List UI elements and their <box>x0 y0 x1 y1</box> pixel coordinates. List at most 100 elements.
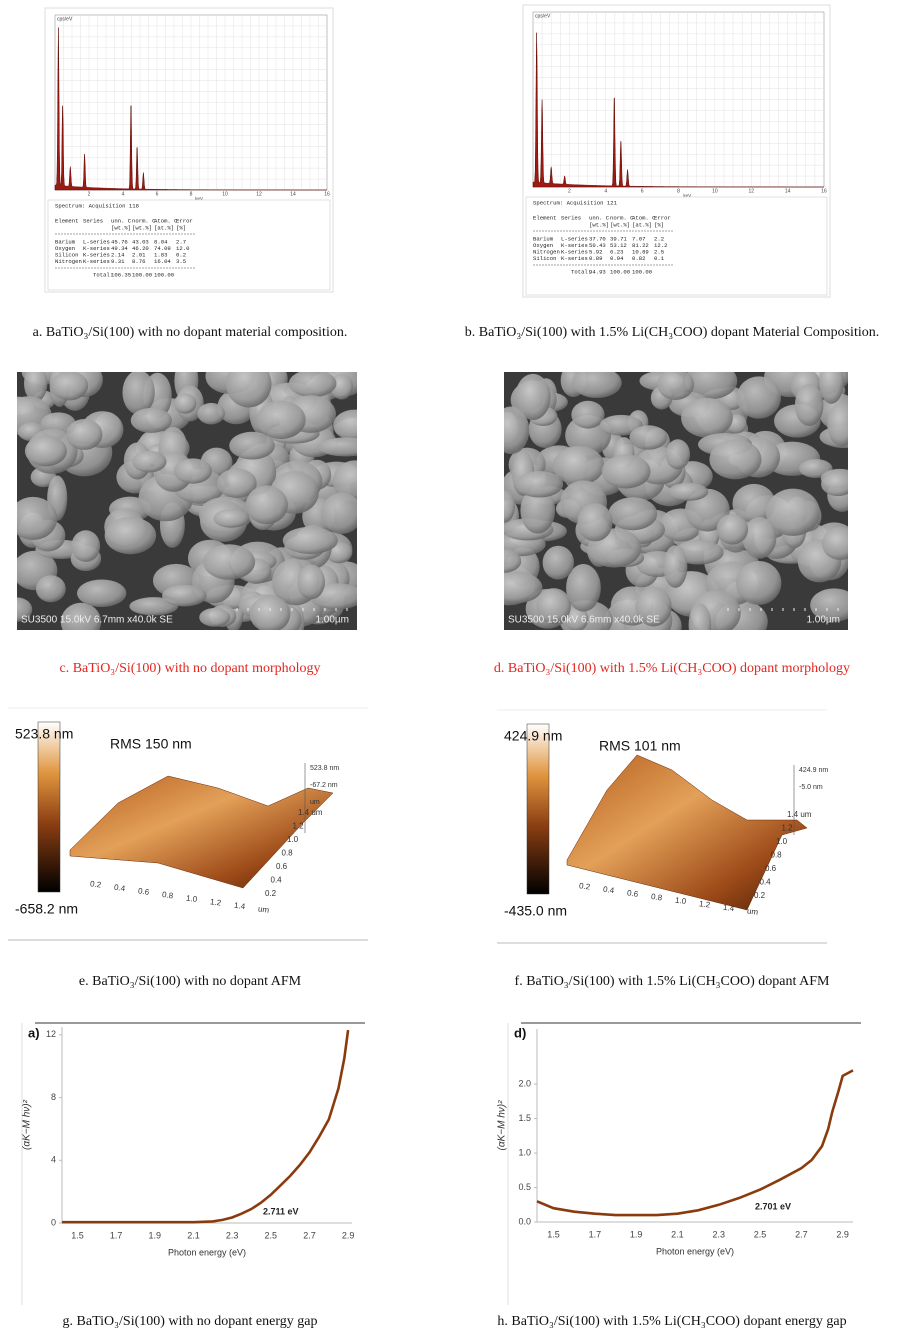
table-cell: 9.31 <box>111 258 125 265</box>
page: cps/eV246810121416keVSpectrum: Acquisiti… <box>0 0 917 1333</box>
panel-label: a) <box>28 1025 40 1040</box>
table-total: 100.00 <box>632 268 653 275</box>
spectrum-x-tick-label: 14 <box>785 188 791 194</box>
y-tick-label: 0.5 <box>518 1182 531 1192</box>
caption: h. BaTiO₃/Si(100) with 1.5% Li(CH₃COO) d… <box>497 1314 846 1329</box>
spectrum-x-tick-label: 2 <box>88 191 91 197</box>
sem-grain <box>822 527 858 560</box>
spectrum-x-tick-label: 16 <box>821 188 827 194</box>
sem-grain <box>543 546 574 580</box>
sem-grain <box>51 371 88 400</box>
table-cell: 0.89 <box>589 255 602 262</box>
sem-grain <box>681 398 733 438</box>
sem-grain <box>66 419 102 450</box>
y-tick-label: 0 <box>51 1217 56 1227</box>
y-label: 0.2 <box>754 891 766 900</box>
spectrum-unit: cps/eV <box>57 16 73 22</box>
y-tick-label: 2.0 <box>518 1079 531 1089</box>
y-tick-label: 4 <box>51 1155 56 1165</box>
x-axis-title: Photon energy (eV) <box>656 1246 734 1256</box>
table-title: Spectrum: Acquisition 118 <box>55 202 139 209</box>
gap-annotation: 2.701 eV <box>755 1201 791 1211</box>
sem-grain <box>318 437 374 456</box>
sem-grain <box>663 545 687 588</box>
sem-scale: 1.00µm <box>806 615 840 626</box>
caption: d. BaTiO₃/Si(100) with 1.5% Li(CH₃COO) d… <box>494 661 850 676</box>
table-header: Element <box>533 214 557 221</box>
color-bar <box>527 724 549 894</box>
sem-grain <box>491 572 542 603</box>
afm-surface <box>70 776 333 888</box>
sem-grain <box>283 527 338 554</box>
spectrum-x-label: keV <box>683 193 691 198</box>
x-label: 0.6 <box>137 886 150 897</box>
x-axis-title: Photon energy (eV) <box>168 1247 246 1257</box>
sem-grain <box>174 393 196 413</box>
x-tick-label: 2.5 <box>754 1229 767 1239</box>
spectrum-x-label: keV <box>195 196 203 201</box>
x-label: 1.2 <box>698 899 711 910</box>
y-label: 0.6 <box>276 862 288 871</box>
sem-info: SU3500 15.0kV 6.7mm x40.0k SE <box>21 615 173 626</box>
table-unit: [%] <box>176 224 186 231</box>
z-label: 424.9 nm <box>799 767 828 774</box>
sem-grain <box>572 367 622 398</box>
table-cell: 0.94 <box>610 255 624 262</box>
x-label: 1.4 <box>233 901 246 912</box>
y-label: 1.0 <box>287 835 299 844</box>
sem-grain <box>516 471 563 498</box>
z-label: um <box>310 799 320 806</box>
table-header: norm. C <box>610 214 634 221</box>
spectrum-x-tick-label: 12 <box>748 188 754 194</box>
sem-grains <box>0 358 377 647</box>
table-unit: [wt.%] <box>111 224 131 231</box>
color-min: -435.0 nm <box>504 903 567 919</box>
sem-grain <box>36 575 66 602</box>
sem-grain <box>203 544 255 579</box>
x-tick-label: 2.9 <box>342 1230 355 1240</box>
sem-grain <box>827 402 856 446</box>
x-tick-label: 2.3 <box>712 1229 725 1239</box>
sem-image <box>0 358 377 647</box>
sem-grain <box>162 585 207 607</box>
sem-grain <box>256 401 305 439</box>
sem-grain <box>602 454 651 488</box>
sem-grain <box>577 503 612 541</box>
sem-grain <box>487 549 521 572</box>
table-unit: [at.%] <box>632 221 652 228</box>
table-cell: 8.76 <box>132 258 145 265</box>
table-header: Element <box>55 217 79 224</box>
y-tick-label: 1.0 <box>518 1147 531 1157</box>
y-label: 1.2 <box>293 822 305 831</box>
sem-grain <box>819 360 844 404</box>
sem-grain <box>717 514 748 545</box>
table-header: unn. C <box>589 214 610 221</box>
sem-grain <box>250 596 291 633</box>
table-total: 94.93 <box>589 268 606 275</box>
sem-grain <box>737 376 781 418</box>
y-label: 0.8 <box>771 851 783 860</box>
y-label: 0.6 <box>765 864 777 873</box>
y-label: 1.4 um <box>787 810 812 819</box>
x-label: 1.2 <box>209 897 222 908</box>
y-tick-label: 0.0 <box>518 1216 531 1226</box>
y-label: 0.2 <box>265 889 277 898</box>
y-tick-label: 12 <box>46 1029 56 1039</box>
x-label: 1.4 <box>722 903 735 914</box>
sem-grain <box>629 425 667 449</box>
table-unit: [wt.%] <box>589 221 609 228</box>
sem-grain <box>71 530 100 562</box>
sem-grains <box>483 356 871 646</box>
sem-grain <box>77 579 126 607</box>
spectrum-unit: cps/eV <box>535 13 551 19</box>
y-label: 0.4 <box>760 878 772 887</box>
x-label: 1.0 <box>674 896 687 907</box>
sem-grain <box>493 406 530 454</box>
x-label: 0.2 <box>89 879 102 890</box>
table-header: unn. C <box>111 217 132 224</box>
x-label: um <box>257 904 270 915</box>
caption: e. BaTiO₃/Si(100) with no dopant AFM <box>79 974 302 989</box>
table-total: 100.00 <box>132 271 153 278</box>
table-title: Spectrum: Acquisition 121 <box>533 199 618 206</box>
table-header: Error <box>176 217 193 224</box>
